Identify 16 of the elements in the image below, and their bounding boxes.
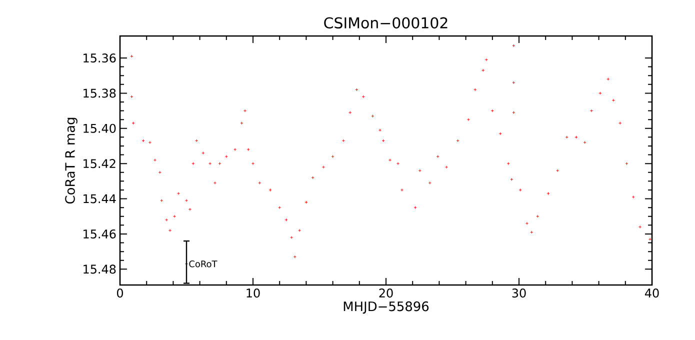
y-tick-label: 15.46 [84, 229, 116, 238]
x-tick-label: 40 [644, 288, 659, 298]
y-tick-label: 15.48 [84, 264, 116, 274]
x-tick-label: 10 [246, 288, 260, 298]
chart-title: CSIMon−000102 [324, 17, 448, 28]
x-axis-title: MHJD−55896 [344, 301, 429, 314]
y-tick-label: 15.40 [84, 124, 116, 133]
y-tick-label: 15.38 [84, 88, 116, 98]
x-tick-label: 30 [512, 288, 526, 298]
y-tick-label: 15.44 [84, 194, 116, 204]
y-axis-title: CoRaT R mag [65, 118, 78, 204]
x-tick-label: 0 [116, 288, 124, 298]
x-tick-label: 20 [379, 288, 393, 298]
series-label: CoRoT [189, 260, 218, 268]
y-tick-label: 15.42 [84, 159, 116, 168]
y-tick-label: 15.36 [84, 53, 116, 63]
